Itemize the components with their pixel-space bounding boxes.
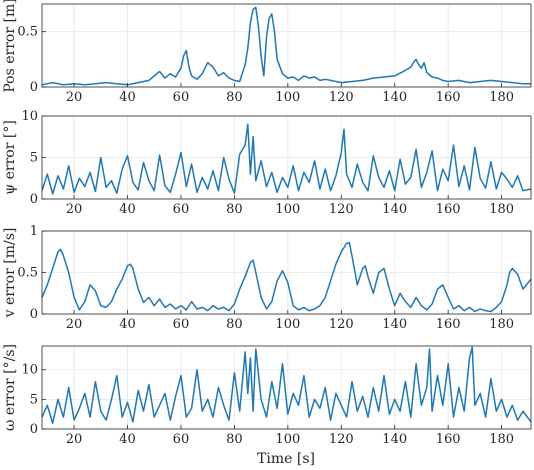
- panel-4: 20 40 60 80 100 120 140 160 180 0 5 10ω error [°/s]: [2, 344, 532, 447]
- series-line: [41, 346, 532, 424]
- y-tick-label: 10: [21, 363, 38, 378]
- x-tick-label: 80: [226, 202, 243, 217]
- series-line: [41, 6, 531, 86]
- axes-frame: [41, 345, 532, 430]
- y-tick-label: 0: [30, 80, 38, 95]
- x-tick-label: 140: [382, 317, 407, 332]
- y-tick-label: 0: [30, 192, 38, 207]
- x-tick-label: 160: [436, 432, 461, 447]
- x-tick-label: 100: [275, 432, 300, 447]
- x-tick-label: 100: [275, 317, 300, 332]
- x-tick-label: 120: [329, 432, 354, 447]
- series-line: [41, 241, 532, 313]
- x-tick-label: 180: [489, 317, 514, 332]
- panel-3: 20 40 60 80 100 120 140 160 180 0 0.5 1 v error [m/s…: [2, 224, 532, 332]
- y-tick-label: 5: [30, 151, 38, 166]
- y-axis-label: ω error [°/s]: [2, 344, 18, 431]
- x-tick-label: 20: [66, 317, 83, 332]
- x-tick-label: 140: [382, 202, 407, 217]
- x-tick-label: 80: [226, 317, 243, 332]
- x-tick-label: 180: [489, 432, 514, 447]
- y-tick-label: 0: [30, 307, 38, 322]
- x-tick-label: 120: [329, 202, 354, 217]
- x-tick-label: 100: [275, 202, 300, 217]
- x-tick-label: 40: [119, 90, 136, 105]
- y-tick-label: 0.5: [17, 25, 38, 40]
- x-tick-label: 160: [436, 202, 461, 217]
- y-tick-label: 5: [30, 392, 38, 407]
- x-tick-label: 60: [173, 90, 190, 105]
- x-tick-label: 20: [66, 432, 83, 447]
- series-line: [41, 123, 532, 195]
- x-tick-label: 40: [119, 317, 136, 332]
- x-tick-label: 160: [436, 90, 461, 105]
- x-tick-label: 40: [119, 432, 136, 447]
- x-tick-label: 20: [66, 90, 83, 105]
- x-tick-label: 120: [329, 317, 354, 332]
- x-tick-label: 100: [275, 90, 300, 105]
- x-tick-label: 60: [173, 432, 190, 447]
- y-axis-label: ψ error [°]: [2, 120, 18, 195]
- x-tick-label: 40: [119, 202, 136, 217]
- y-tick-label: 0.5: [17, 266, 38, 281]
- y-tick-label: 10: [21, 109, 38, 124]
- x-tick-label: 140: [382, 432, 407, 447]
- y-axis-label: v error [m/s]: [2, 228, 18, 319]
- x-tick-label: 180: [489, 202, 514, 217]
- x-tick-label: 80: [226, 432, 243, 447]
- x-tick-label: 180: [489, 90, 514, 105]
- axes-frame: [41, 3, 532, 88]
- panel-2: 20 40 60 80 100 120 140 160 180 0 5 10ψ error [°]: [2, 109, 532, 217]
- x-axis-label: Time [s]: [257, 451, 315, 467]
- x-tick-label: 140: [382, 90, 407, 105]
- x-tick-label: 120: [329, 90, 354, 105]
- x-tick-label: 160: [436, 317, 461, 332]
- x-tick-label: 80: [226, 90, 243, 105]
- x-tick-label: 60: [173, 317, 190, 332]
- y-axis-label: Pos error [m]: [2, 0, 18, 93]
- x-tick-label: 60: [173, 202, 190, 217]
- x-tick-label: 20: [66, 202, 83, 217]
- y-tick-label: 1: [30, 224, 38, 239]
- y-tick-label: 0: [30, 422, 38, 437]
